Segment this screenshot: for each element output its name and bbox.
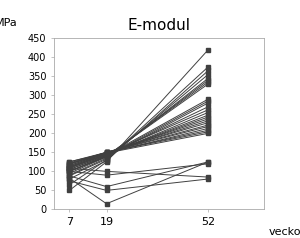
Text: veckor: veckor [268, 227, 300, 237]
Text: MPa: MPa [0, 18, 18, 28]
Title: E-modul: E-modul [128, 18, 190, 33]
